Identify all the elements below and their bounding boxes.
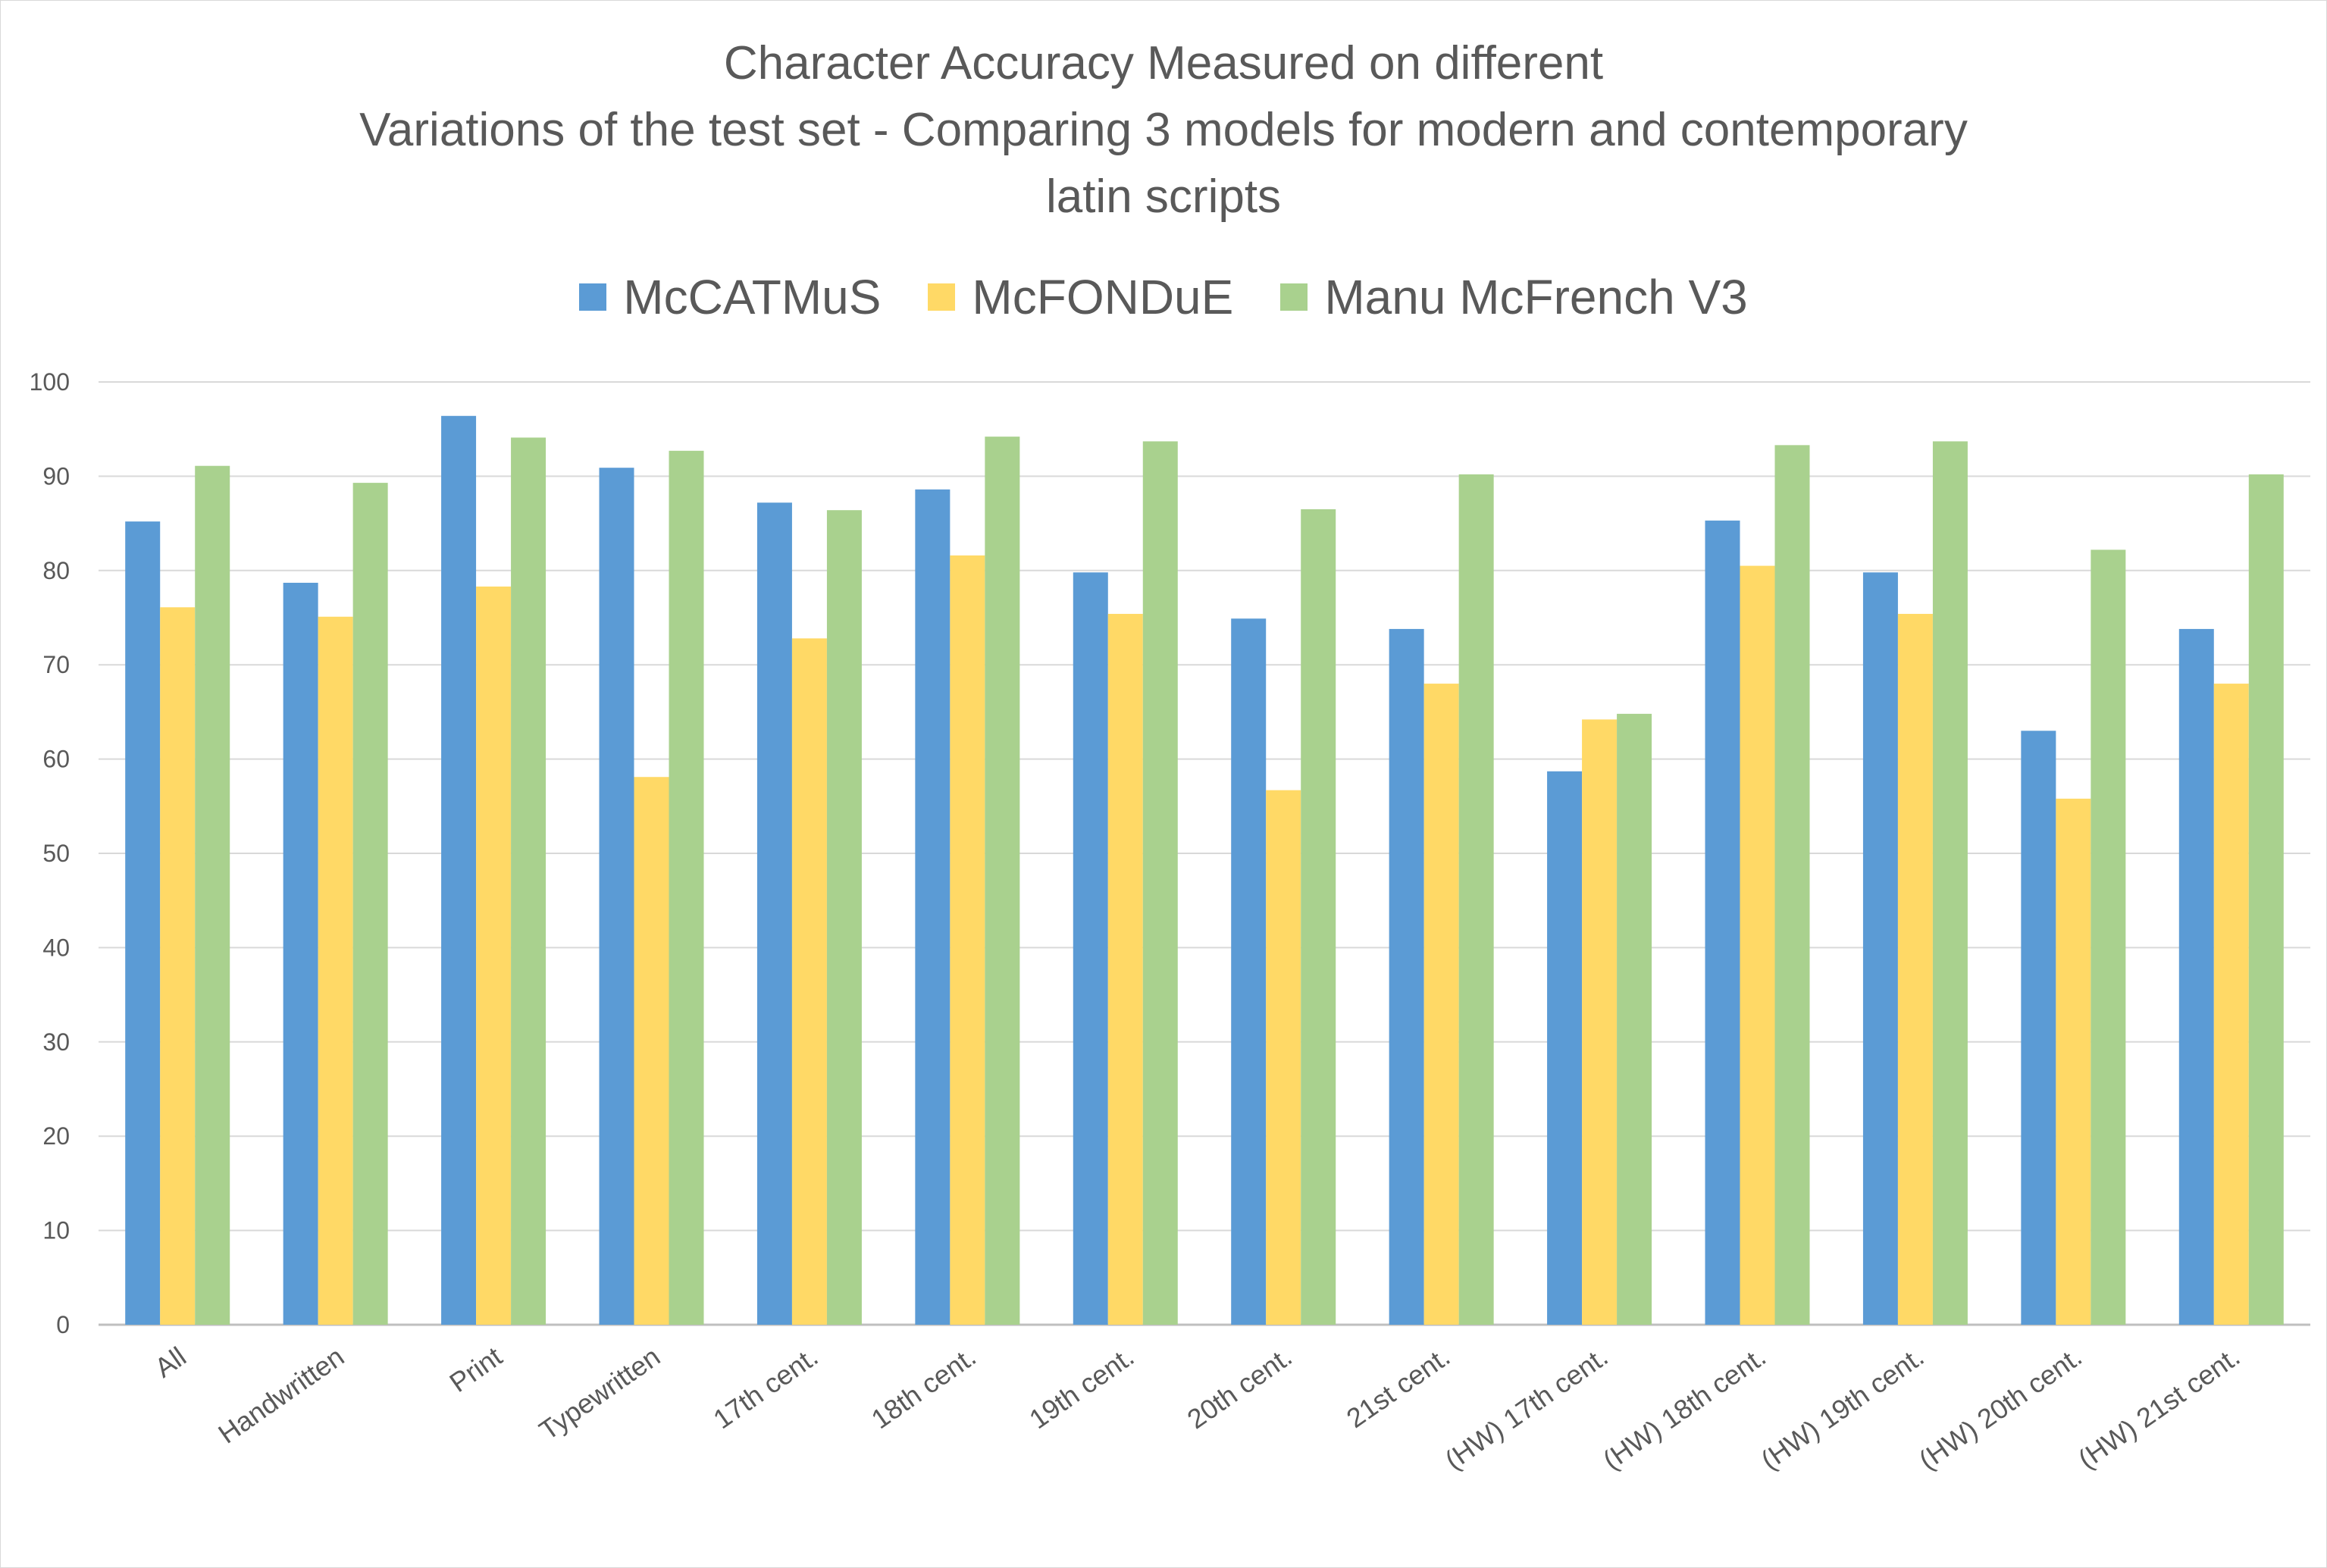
- bar-mccatmus-hw-21st-cent: [2178, 628, 2214, 1325]
- x-tick-label-18th-cent: 18th cent.: [866, 1341, 982, 1435]
- bar-manu-mcfrench-v3-hw-17th-cent: [1617, 713, 1652, 1325]
- x-tick-label-all: All: [149, 1341, 192, 1384]
- bar-mccatmus-hw-17th-cent: [1547, 771, 1583, 1325]
- bar-mccatmus-all: [125, 521, 161, 1325]
- x-tick-label-21st-cent: 21st cent.: [1341, 1341, 1455, 1434]
- legend-swatch-mcfondue: [928, 283, 956, 311]
- x-tick-label-hw-21st-cent: (HW) 21st cent.: [2072, 1341, 2245, 1475]
- y-tick-label-50: 50: [42, 840, 70, 867]
- bar-manu-mcfrench-v3-all: [195, 465, 230, 1325]
- x-tick-label-hw-17th-cent: (HW) 17th cent.: [1439, 1341, 1614, 1476]
- y-tick-label-40: 40: [42, 934, 70, 961]
- bar-mccatmus-17th-cent: [756, 502, 792, 1325]
- chart-title-line-1: Character Accuracy Measured on different: [723, 37, 1604, 89]
- legend-swatch-mccatmus: [579, 283, 607, 311]
- bar-mccatmus-handwritten: [283, 582, 318, 1325]
- bar-mcfondue-all: [160, 607, 196, 1325]
- bar-manu-mcfrench-v3-hw-18th-cent: [1774, 445, 1810, 1325]
- bar-mccatmus-18th-cent: [915, 489, 951, 1325]
- y-tick-label-60: 60: [42, 746, 70, 773]
- bar-manu-mcfrench-v3-17th-cent: [826, 510, 862, 1325]
- y-tick-label-20: 20: [42, 1122, 70, 1150]
- bar-mccatmus-hw-20th-cent: [2021, 731, 2056, 1325]
- bar-mcfondue-typewritten: [634, 777, 669, 1325]
- x-tick-label-handwritten: Handwritten: [212, 1341, 349, 1450]
- y-tick-label-90: 90: [42, 462, 70, 490]
- chart-legend: McCATMuS McFONDuE Manu McFrench V3: [0, 269, 2327, 325]
- chart-title-line-3: latin scripts: [1045, 171, 1282, 223]
- bar-mccatmus-hw-19th-cent: [1862, 572, 1898, 1325]
- bar-manu-mcfrench-v3-typewritten: [669, 450, 704, 1325]
- y-tick-label-0: 0: [56, 1311, 70, 1338]
- x-tick-label-typewritten: Typewritten: [534, 1341, 666, 1446]
- x-tick-label-hw-19th-cent: (HW) 19th cent.: [1755, 1341, 1930, 1476]
- bar-manu-mcfrench-v3-21st-cent: [1458, 474, 1494, 1325]
- legend-item-mccatmus: McCATMuS: [579, 269, 881, 325]
- x-tick-label-17th-cent: 17th cent.: [707, 1341, 823, 1435]
- bar-mcfondue-print: [476, 586, 512, 1325]
- bar-mcfondue-hw-18th-cent: [1740, 565, 1775, 1325]
- bar-mcfondue-hw-20th-cent: [2056, 798, 2091, 1325]
- chart-title: Character Accuracy Measured on different…: [0, 30, 2327, 230]
- x-tick-label-print: Print: [444, 1341, 508, 1398]
- legend-item-mcfondue: McFONDuE: [928, 269, 1233, 325]
- y-tick-label-10: 10: [42, 1217, 70, 1244]
- bar-manu-mcfrench-v3-19th-cent: [1142, 441, 1178, 1325]
- bar-manu-mcfrench-v3-hw-21st-cent: [2248, 474, 2284, 1325]
- bar-manu-mcfrench-v3-hw-19th-cent: [1932, 441, 1968, 1325]
- bar-mccatmus-19th-cent: [1073, 572, 1108, 1325]
- legend-label-mccatmus: McCATMuS: [623, 270, 882, 324]
- bar-mcfondue-19th-cent: [1107, 614, 1143, 1325]
- x-tick-label-hw-18th-cent: (HW) 18th cent.: [1597, 1341, 1771, 1476]
- legend-item-manu-mcfrench-v3: Manu McFrench V3: [1280, 269, 1748, 325]
- bar-manu-mcfrench-v3-print: [511, 437, 547, 1325]
- bar-mccatmus-21st-cent: [1389, 628, 1424, 1325]
- bar-mcfondue-17th-cent: [791, 638, 827, 1325]
- bar-mcfondue-20th-cent: [1266, 790, 1301, 1325]
- bar-manu-mcfrench-v3-18th-cent: [985, 437, 1020, 1325]
- bar-mccatmus-hw-18th-cent: [1705, 520, 1740, 1325]
- chart-title-line-2: Variations of the test set - Comparing 3…: [359, 104, 1968, 156]
- y-tick-label-100: 100: [30, 368, 70, 396]
- bar-manu-mcfrench-v3-20th-cent: [1301, 509, 1336, 1325]
- y-tick-label-30: 30: [42, 1028, 70, 1056]
- x-tick-label-20th-cent: 20th cent.: [1182, 1341, 1298, 1435]
- bar-manu-mcfrench-v3-hw-20th-cent: [2091, 549, 2126, 1325]
- bar-mccatmus-20th-cent: [1231, 618, 1267, 1325]
- y-tick-label-80: 80: [42, 557, 70, 584]
- bar-mccatmus-print: [441, 415, 477, 1325]
- bar-mcfondue-handwritten: [318, 616, 353, 1325]
- bar-mcfondue-21st-cent: [1423, 684, 1459, 1325]
- bar-mcfondue-hw-17th-cent: [1582, 719, 1618, 1325]
- bar-mcfondue-18th-cent: [950, 555, 985, 1325]
- legend-label-mcfondue: McFONDuE: [972, 270, 1234, 324]
- x-tick-label-hw-20th-cent: (HW) 20th cent.: [1913, 1341, 2087, 1476]
- y-tick-label-70: 70: [42, 651, 70, 678]
- legend-swatch-manu-mcfrench-v3: [1280, 283, 1308, 311]
- bar-manu-mcfrench-v3-handwritten: [352, 483, 388, 1325]
- bar-mcfondue-hw-19th-cent: [1897, 614, 1933, 1325]
- x-tick-label-19th-cent: 19th cent.: [1023, 1341, 1139, 1435]
- bar-mcfondue-hw-21st-cent: [2213, 684, 2249, 1325]
- legend-label-manu-mcfrench-v3: Manu McFrench V3: [1324, 270, 1748, 324]
- bar-mccatmus-typewritten: [599, 468, 634, 1325]
